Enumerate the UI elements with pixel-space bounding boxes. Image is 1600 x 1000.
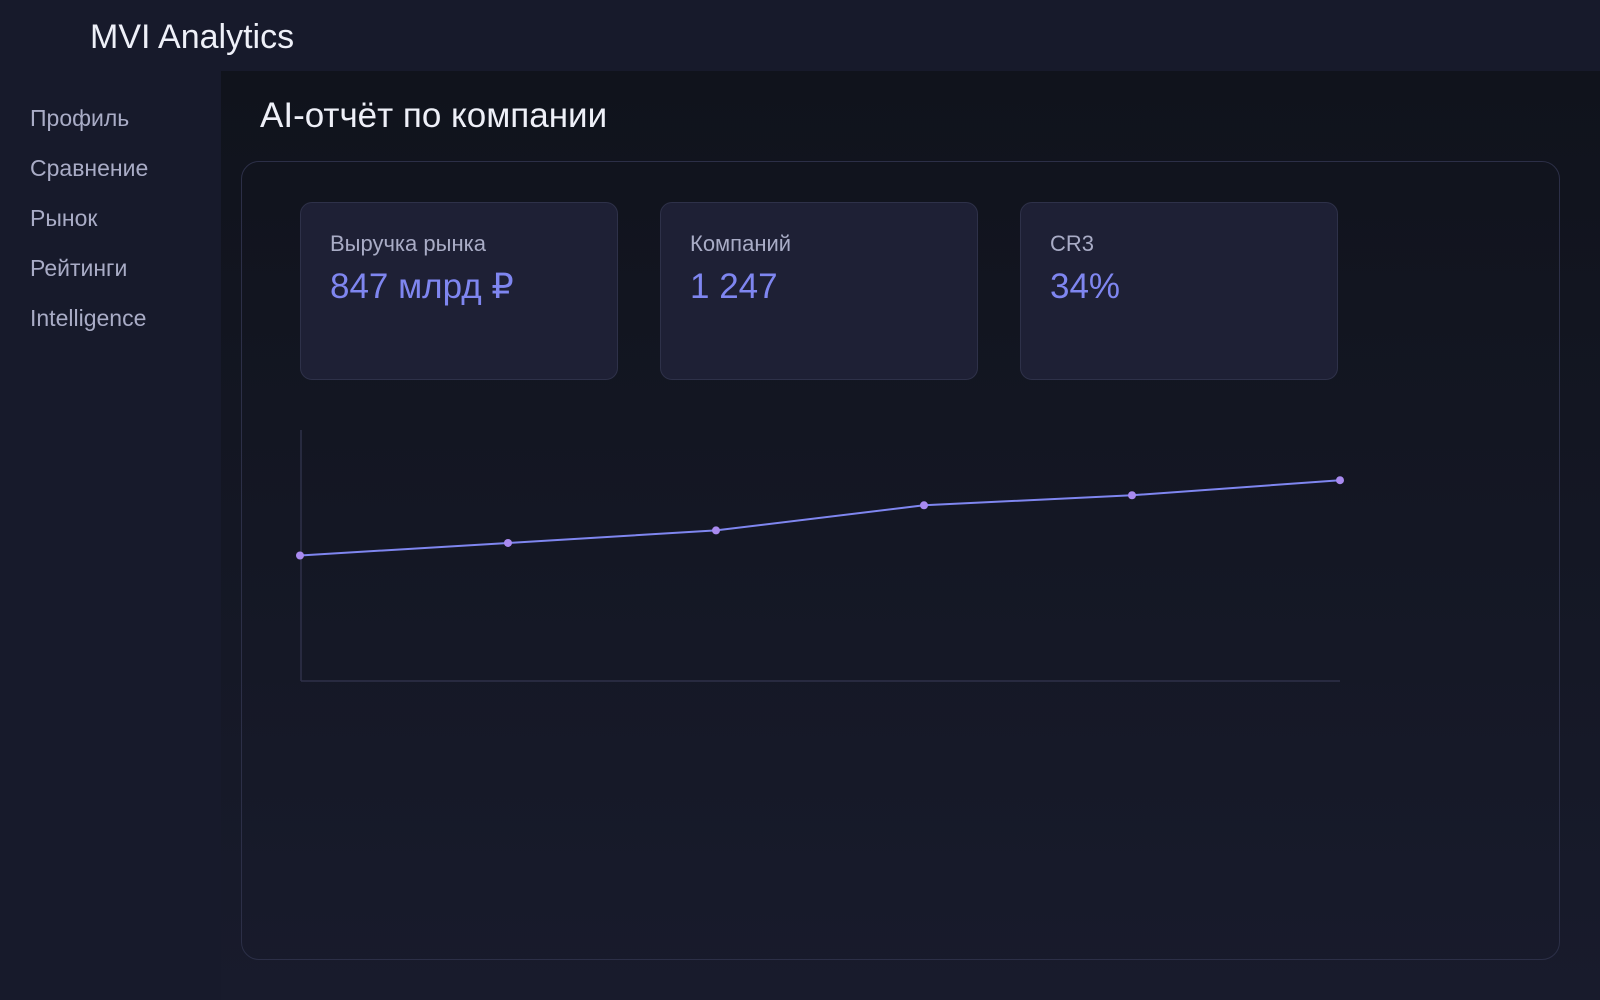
nav-item[interactable]: Сравнение xyxy=(30,155,149,181)
kpi-label: Выручка рынка xyxy=(330,231,486,256)
kpi-value: 34% xyxy=(1050,267,1121,306)
sidebar: Профиль Сравнение Рынок Рейтинги Intelli… xyxy=(0,71,221,1000)
kpi-label: Компаний xyxy=(690,231,792,256)
nav-item[interactable]: Профиль xyxy=(30,105,130,131)
kpi-value: 1 247 xyxy=(690,267,778,306)
brand: MVI Analytics xyxy=(90,18,295,56)
report-panel: Выручка рынка 847 млрд ₽ Компаний 1 247 … xyxy=(241,161,1560,960)
main: AI-отчёт по компании Выручка рынка 847 м… xyxy=(221,71,1600,1000)
nav-item[interactable]: Рейтинги xyxy=(30,255,128,281)
kpi-card: Выручка рынка 847 млрд ₽ xyxy=(300,202,618,380)
nav-item[interactable]: Рынок xyxy=(30,205,98,231)
header: MVI Analytics xyxy=(0,0,1600,71)
kpi-value: 847 млрд ₽ xyxy=(330,267,514,306)
kpi-label: CR3 xyxy=(1050,231,1095,256)
kpi-card: Компаний 1 247 xyxy=(660,202,978,380)
page-title: AI-отчёт по компании xyxy=(260,96,608,135)
kpi-card: CR3 34% xyxy=(1020,202,1338,380)
nav-item[interactable]: Intelligence xyxy=(30,305,147,331)
